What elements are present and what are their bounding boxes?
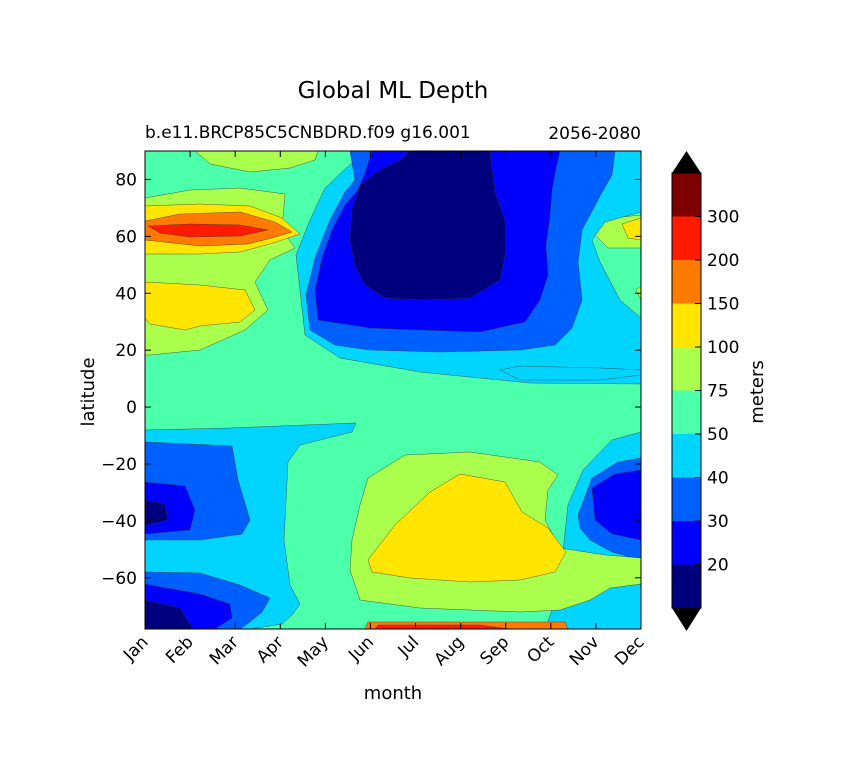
colorbar-extend-max: [672, 151, 701, 173]
colorbar-segment: [672, 347, 701, 391]
x-tick-label: Sep: [476, 632, 513, 669]
colorbar-segment: [672, 390, 701, 434]
y-tick-label: 80: [115, 170, 137, 190]
colorbar-tick-label: 20: [707, 556, 729, 576]
contour-band-200-300-antarctic: [374, 624, 511, 629]
contour-band-75-100-north: [145, 151, 641, 356]
x-tick-label: Feb: [162, 632, 197, 667]
colorbar-segment: [672, 564, 701, 608]
x-tick-label: Aug: [431, 632, 469, 670]
colorbar-tick-label: 100: [707, 338, 739, 358]
contour-band-100-150-south: [367, 473, 567, 583]
y-tick-label: 0: [126, 398, 137, 418]
x-tick-label: Jan: [119, 632, 152, 665]
colorbar-segment: [672, 434, 701, 478]
y-tick-label: −20: [101, 455, 137, 475]
colorbar-tick-label: 75: [707, 382, 729, 402]
contour-band-10-20-south: [145, 499, 193, 629]
colorbar-segment: [672, 173, 701, 217]
x-tick-label: Mar: [206, 632, 243, 669]
colorbar-tick-label: 200: [707, 251, 739, 271]
y-tick-label: −40: [101, 512, 137, 532]
x-tick-label: May: [294, 632, 333, 671]
y-tick-label: 40: [115, 284, 137, 304]
y-tick-label: 20: [115, 341, 137, 361]
x-tick-label: Oct: [523, 632, 558, 667]
x-tick-label: Jun: [344, 632, 378, 666]
contour-band-200-300-north: [147, 223, 269, 238]
contour-field: [145, 151, 641, 629]
y-axis-label: latitude: [78, 357, 99, 426]
y-axis-ticks: 80 60 40 20 0 −20 −40 −60: [101, 170, 641, 589]
x-tick-label: Jul: [394, 632, 423, 661]
y-tick-label: −60: [101, 569, 137, 589]
contour-band-20-30-south: [145, 469, 641, 629]
colorbar-tick-label: 150: [707, 295, 739, 315]
colorbar-tick-label: 50: [707, 425, 729, 445]
y-tick-label: 60: [115, 227, 137, 247]
plot-frame: [144, 150, 642, 630]
x-tick-label: Nov: [566, 632, 604, 670]
colorbar-segment: [672, 477, 701, 521]
colorbar-segment: [672, 303, 701, 347]
colorbar-label: meters: [747, 360, 768, 424]
chart-title: Global ML Depth: [298, 78, 489, 104]
colorbar-segment: [672, 521, 701, 565]
x-axis-label: month: [364, 683, 422, 704]
colorbar: 20 30 40 50 75 100 150 200 300: [671, 151, 739, 631]
x-tick-label: Dec: [611, 632, 648, 669]
chart-subtitle-right: 2056-2080: [548, 124, 641, 144]
x-tick-label: Apr: [253, 632, 288, 667]
contour-band-10-20-north: [349, 151, 507, 301]
colorbar-extend-min: [672, 608, 701, 631]
colorbar-tick-label: 30: [707, 512, 729, 532]
colorbar-segment: [672, 260, 701, 304]
colorbar-segment: [672, 216, 701, 260]
colorbar-tick-label: 300: [707, 208, 739, 228]
chart-subtitle-left: b.e11.BRCP85C5CNBDRD.f09 g16.001: [145, 123, 471, 143]
colorbar-tick-label: 40: [707, 469, 729, 489]
